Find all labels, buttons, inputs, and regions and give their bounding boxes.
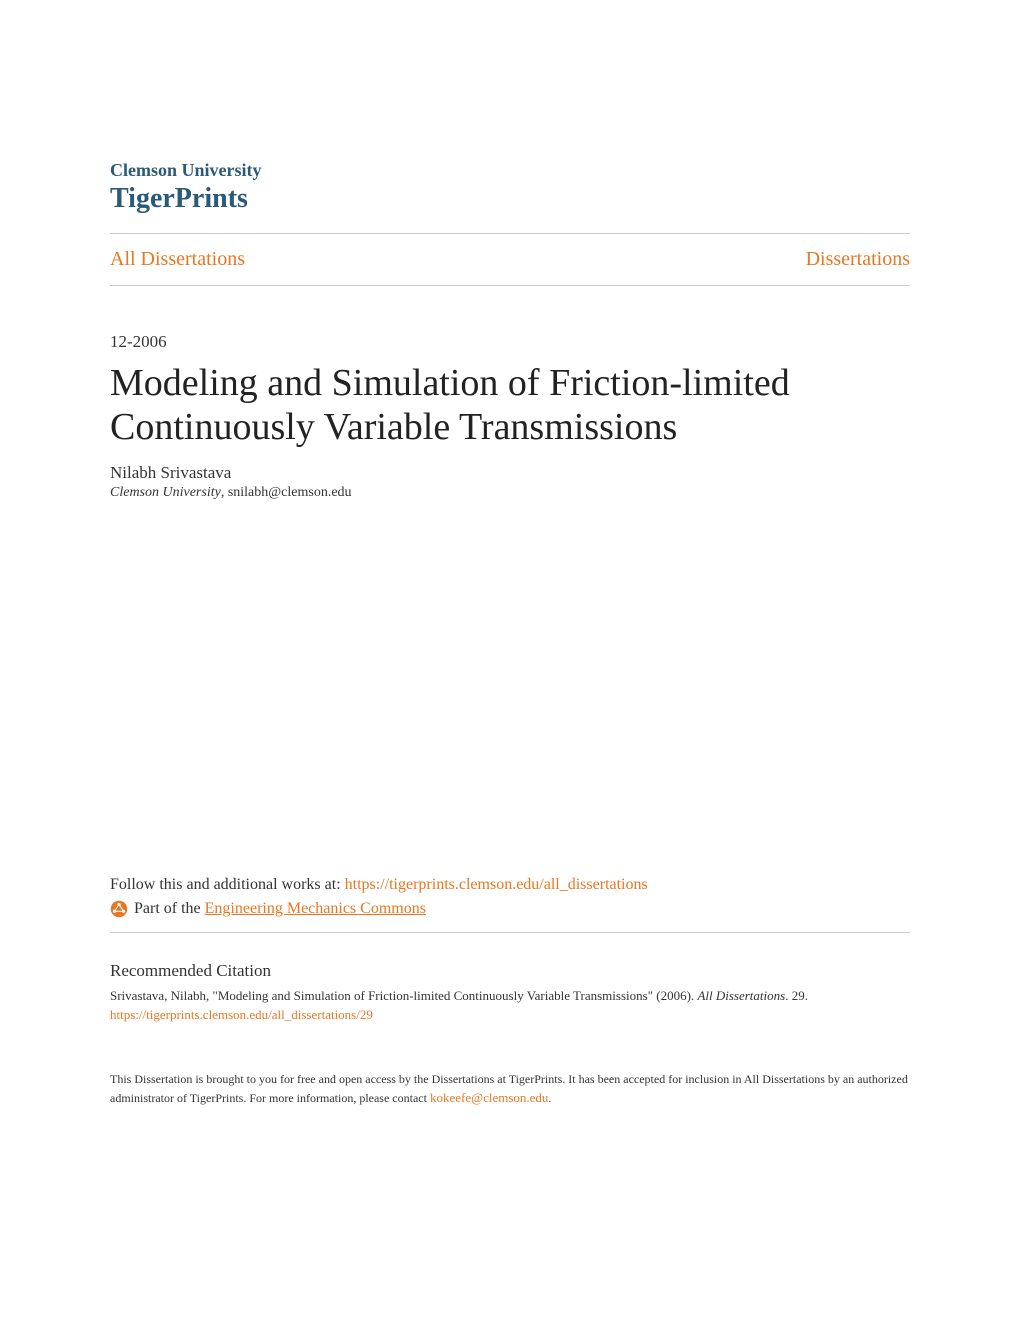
affiliation-institution: Clemson University	[110, 485, 221, 500]
paper-title: Modeling and Simulation of Friction-limi…	[110, 362, 910, 449]
author-name: Nilabh Srivastava	[110, 463, 910, 483]
footer-contact-link[interactable]: kokeefe@clemson.edu	[430, 1090, 548, 1105]
divider-nav	[110, 285, 910, 286]
publication-date: 12-2006	[110, 332, 910, 352]
citation-heading: Recommended Citation	[110, 961, 910, 981]
partof-link[interactable]: Engineering Mechanics Commons	[205, 900, 426, 917]
author-affiliation: Clemson University, snilabh@clemson.edu	[110, 485, 910, 501]
institution-name: Clemson University	[110, 160, 910, 181]
citation-number: . 29.	[785, 988, 808, 1003]
divider-citation	[110, 932, 910, 933]
nav-row: All Dissertations Dissertations	[110, 234, 910, 285]
follow-link[interactable]: https://tigerprints.clemson.edu/all_diss…	[345, 876, 648, 893]
follow-prefix: Follow this and additional works at:	[110, 876, 345, 893]
network-icon	[110, 900, 128, 918]
citation-url-line: https://tigerprints.clemson.edu/all_diss…	[110, 1006, 910, 1024]
citation-year: (2006).	[656, 988, 697, 1003]
partof-prefix: Part of the	[134, 900, 205, 917]
citation-author: Srivastava, Nilabh,	[110, 988, 213, 1003]
follow-section: Follow this and additional works at: htt…	[110, 876, 910, 918]
citation-series: All Dissertations	[697, 988, 785, 1003]
follow-line: Follow this and additional works at: htt…	[110, 876, 910, 894]
citation-section: Recommended Citation Srivastava, Nilabh,…	[110, 947, 910, 1023]
affiliation-email: snilabh@clemson.edu	[228, 485, 352, 500]
header: Clemson University TigerPrints	[110, 160, 910, 215]
citation-text: Srivastava, Nilabh, "Modeling and Simula…	[110, 987, 910, 1005]
partof-line: Part of the Engineering Mechanics Common…	[110, 900, 910, 918]
citation-quoted-title: "Modeling and Simulation of Friction-lim…	[213, 988, 657, 1003]
footer-text: This Dissertation is brought to you for …	[110, 1070, 910, 1108]
nav-dissertations-link[interactable]: Dissertations	[806, 248, 910, 271]
footer-after: .	[548, 1091, 551, 1105]
citation-url-link[interactable]: https://tigerprints.clemson.edu/all_diss…	[110, 1007, 373, 1022]
repository-name: TigerPrints	[110, 183, 910, 215]
nav-all-dissertations-link[interactable]: All Dissertations	[110, 248, 245, 271]
